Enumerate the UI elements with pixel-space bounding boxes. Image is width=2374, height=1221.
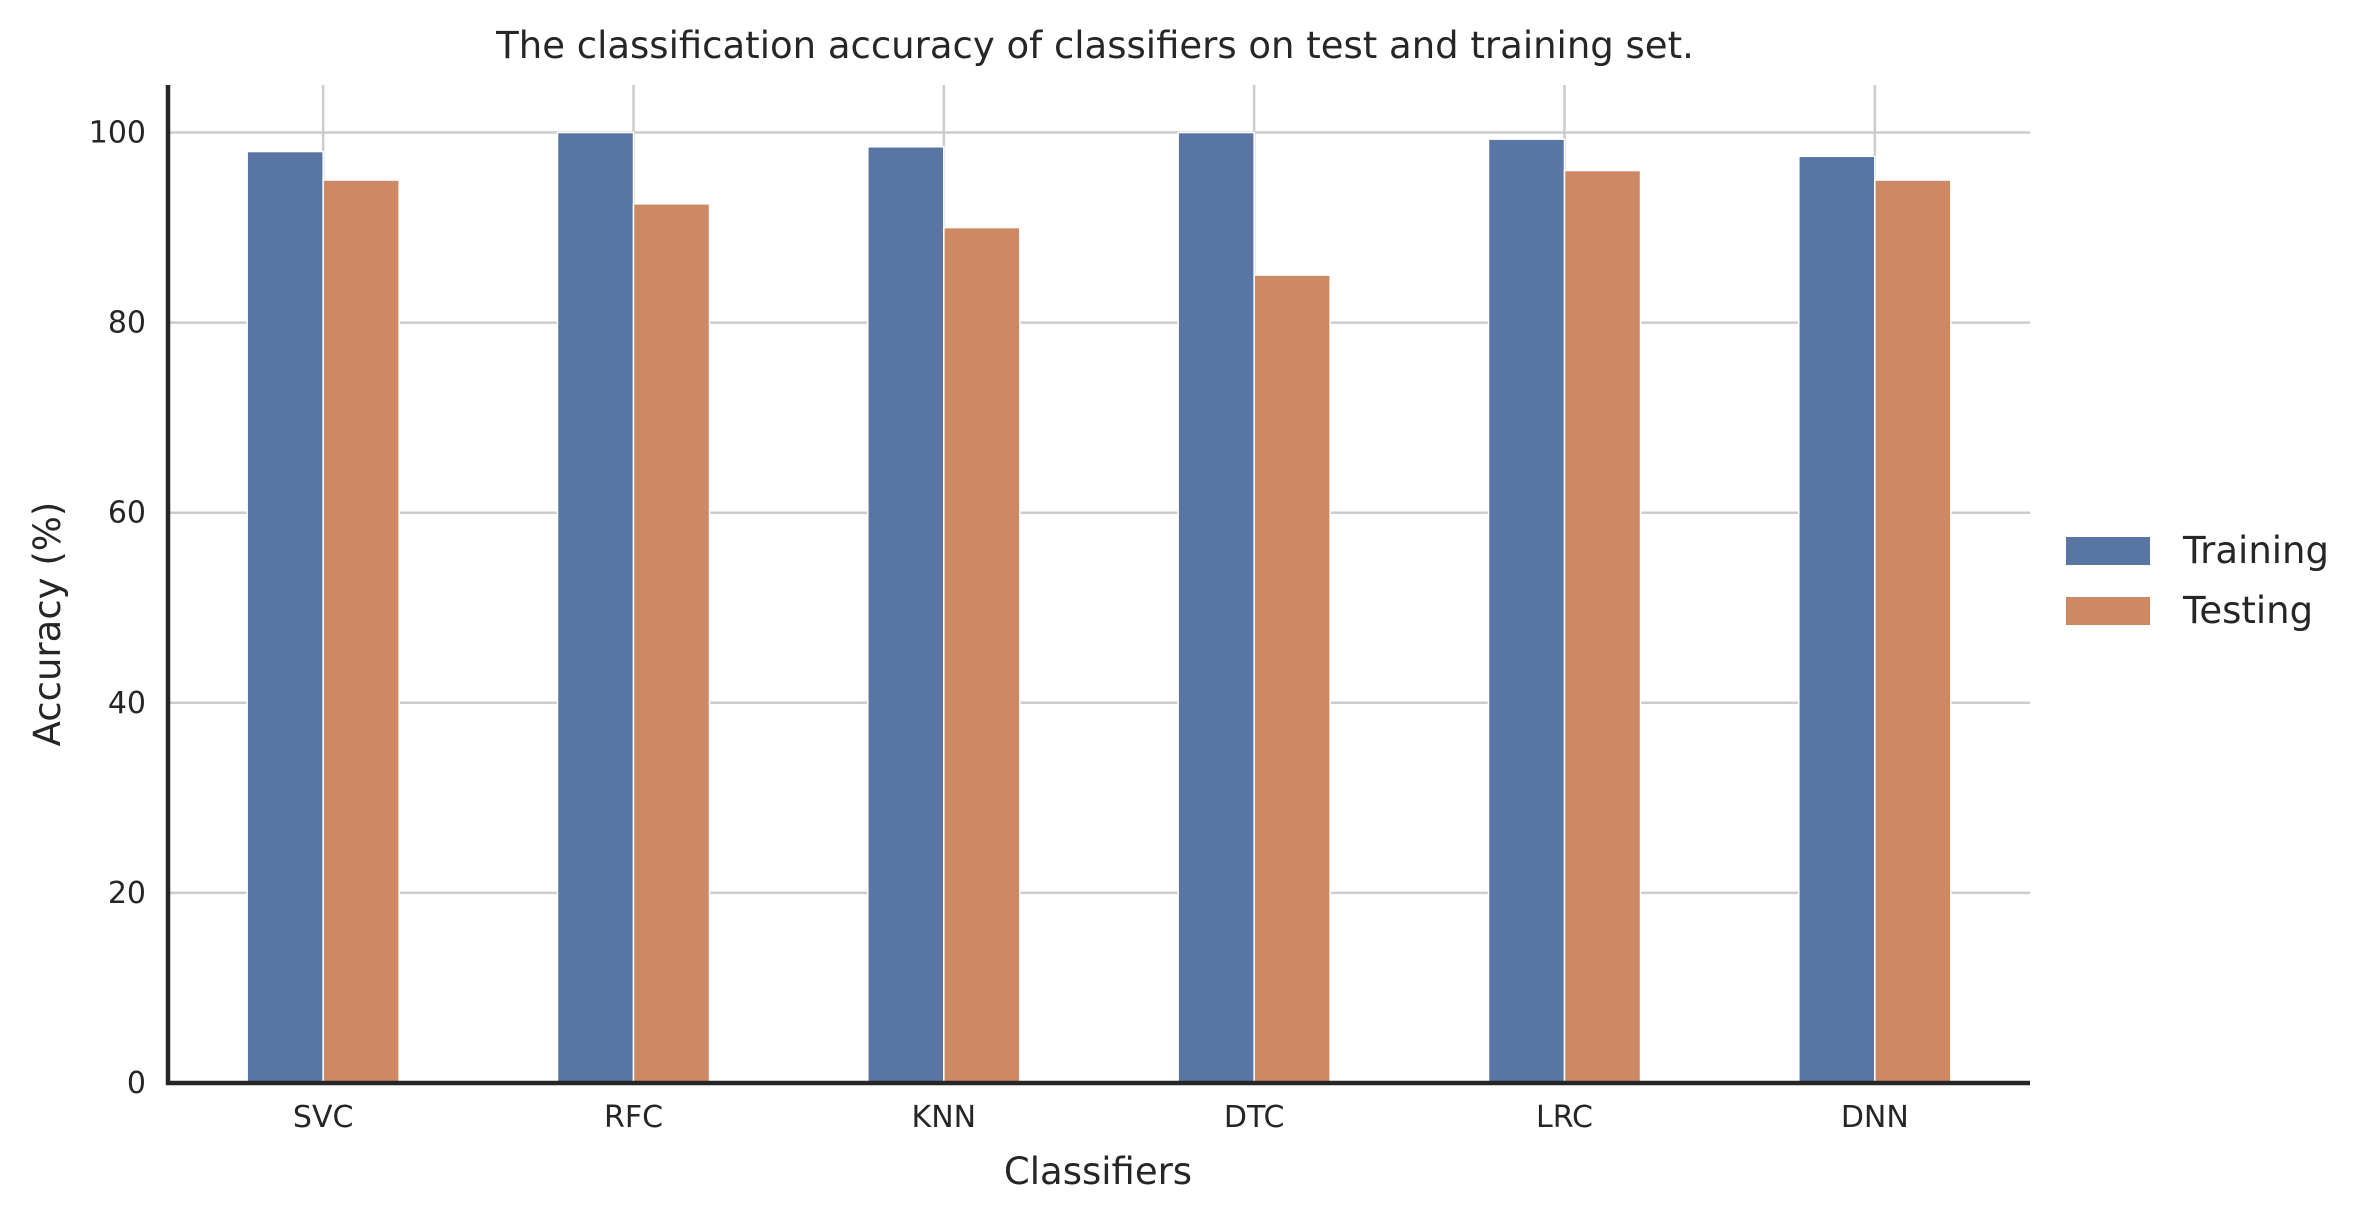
- bar-testing-rfc: [632, 203, 711, 1084]
- x-tick-label: RFC: [604, 1100, 663, 1135]
- x-tick-label: LRC: [1536, 1100, 1593, 1135]
- bar-training-knn: [867, 146, 945, 1084]
- bar-training-svc: [246, 150, 324, 1084]
- legend-label-training: Training: [2182, 529, 2329, 572]
- bar-testing-svc: [322, 179, 400, 1084]
- y-tick-label: 40: [108, 686, 146, 721]
- x-axis-label: Classifiers: [1004, 1150, 1192, 1193]
- x-tick-labels: SVC RFC KNN DTC LRC DNN: [293, 1100, 1909, 1135]
- x-tick-label: DTC: [1224, 1100, 1285, 1135]
- bar-testing-knn: [943, 226, 1021, 1084]
- y-tick-label: 60: [108, 496, 146, 531]
- chart-title: The classification accuracy of classifie…: [495, 24, 1694, 67]
- bar-training-rfc: [556, 131, 635, 1084]
- y-tick-label: 20: [108, 876, 146, 911]
- y-tick-label: 80: [108, 306, 146, 341]
- bar-testing-dnn: [1874, 179, 1952, 1084]
- legend-label-testing: Testing: [2182, 589, 2313, 632]
- grid-layer: [168, 85, 2030, 1085]
- bar-training-dtc: [1177, 131, 1255, 1084]
- bar-training-dnn: [1798, 155, 1876, 1084]
- y-tick-labels: 0 20 40 60 80 100: [89, 116, 146, 1101]
- y-tick-label: 100: [89, 116, 146, 151]
- x-tick-label: KNN: [912, 1100, 977, 1135]
- x-tick-label: DNN: [1841, 1100, 1909, 1135]
- y-tick-label: 0: [127, 1066, 146, 1101]
- bar-training-lrc: [1487, 138, 1566, 1084]
- legend-swatch-training: [2066, 537, 2150, 565]
- x-tick-label: SVC: [293, 1100, 354, 1135]
- bar-testing-dtc: [1253, 274, 1331, 1084]
- bar-testing-lrc: [1563, 169, 1642, 1084]
- legend-swatch-testing: [2066, 597, 2150, 625]
- bars-layer: [246, 131, 1952, 1084]
- y-axis-label: Accuracy (%): [26, 502, 69, 747]
- legend: Training Testing: [2066, 529, 2329, 632]
